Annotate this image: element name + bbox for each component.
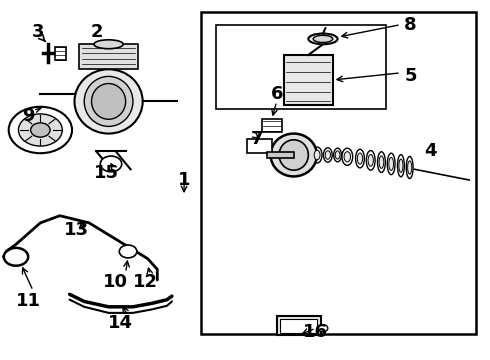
Ellipse shape [270,134,317,176]
Bar [284,55,333,105]
Text: 11: 11 [16,292,41,310]
Ellipse shape [406,157,413,179]
Ellipse shape [356,149,365,168]
Circle shape [100,156,122,172]
Text: 14: 14 [108,314,133,332]
Bar [247,139,272,153]
Ellipse shape [334,148,342,162]
Ellipse shape [377,152,385,172]
Ellipse shape [94,40,123,49]
Bar [280,319,317,333]
Text: 13: 13 [64,221,89,239]
Ellipse shape [408,161,412,174]
Text: 15: 15 [94,164,119,182]
Circle shape [30,123,50,137]
Ellipse shape [344,152,350,162]
Circle shape [119,245,137,258]
Ellipse shape [342,148,353,165]
Ellipse shape [357,153,363,164]
Ellipse shape [368,154,373,166]
Text: 7: 7 [251,130,264,148]
Text: 8: 8 [404,15,417,33]
Bar [79,44,138,69]
Bar [216,24,386,109]
Ellipse shape [399,159,403,172]
Ellipse shape [84,76,133,126]
Ellipse shape [367,150,375,170]
Text: 3: 3 [32,23,44,41]
Bar [277,316,320,336]
Bar [201,12,476,334]
Text: 10: 10 [103,273,128,291]
Circle shape [9,107,72,153]
Bar [262,119,282,132]
Bar [267,152,294,158]
Ellipse shape [308,33,338,44]
Ellipse shape [313,35,333,42]
Text: 6: 6 [270,85,283,103]
Ellipse shape [312,147,322,163]
Ellipse shape [314,150,320,160]
Text: 16: 16 [303,323,328,341]
Bar [55,47,66,60]
Ellipse shape [325,151,330,159]
Text: 12: 12 [133,273,158,291]
Ellipse shape [74,69,143,134]
Circle shape [19,114,62,146]
Text: 4: 4 [424,143,437,161]
Ellipse shape [323,148,332,162]
Text: 9: 9 [22,107,34,125]
Ellipse shape [389,157,393,170]
Ellipse shape [379,156,384,168]
Text: 2: 2 [90,23,102,41]
Text: 5: 5 [404,67,417,85]
Ellipse shape [387,153,395,175]
Ellipse shape [335,151,340,159]
Text: 1: 1 [178,171,190,189]
Circle shape [318,325,328,332]
Ellipse shape [397,155,404,177]
Ellipse shape [279,140,308,170]
Ellipse shape [92,84,125,119]
